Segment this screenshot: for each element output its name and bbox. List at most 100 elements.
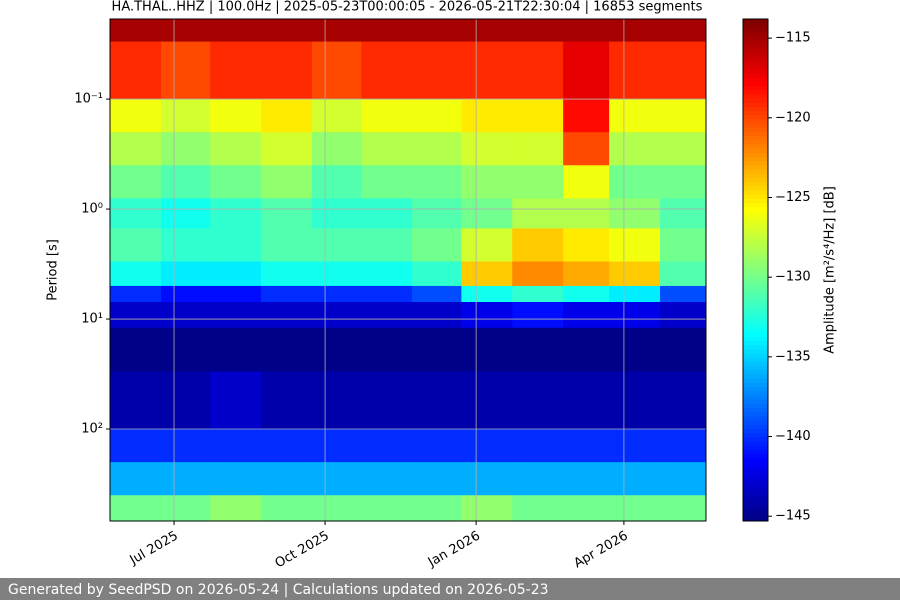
x-tick-label: Oct 2025 xyxy=(273,529,332,572)
heatmap-cell xyxy=(563,302,610,329)
heatmap-cell xyxy=(412,228,462,263)
colorbar-segment xyxy=(743,341,768,346)
colorbar-segment xyxy=(743,169,768,175)
colorbar-segment xyxy=(743,123,768,129)
colorbar-segment xyxy=(743,316,768,321)
heatmap-cell xyxy=(412,302,462,329)
colorbar-segment xyxy=(743,487,768,493)
heatmap-cell xyxy=(563,198,610,229)
heatmap-cell xyxy=(311,429,362,463)
colorbar-segment xyxy=(743,449,768,455)
heatmap-cell xyxy=(210,371,262,430)
colorbar-segment xyxy=(743,106,768,112)
heatmap-cell xyxy=(160,462,211,496)
colorbar-segment xyxy=(743,286,768,292)
heatmap-cell xyxy=(660,99,707,133)
colorbar-segment xyxy=(743,148,768,154)
heatmap-cell xyxy=(160,41,211,100)
heatmap-cell xyxy=(512,429,564,463)
x-tick-label: Apr 2026 xyxy=(571,529,630,572)
heatmap-cell xyxy=(261,165,313,199)
heatmap-cell xyxy=(361,285,413,303)
heatmap-cell xyxy=(261,19,313,43)
colorbar-segment xyxy=(743,111,768,116)
heatmap-cell xyxy=(261,99,313,133)
heatmap-cell xyxy=(512,261,564,287)
heatmap-cell xyxy=(660,327,707,373)
heatmap-cell xyxy=(563,495,610,522)
heatmap-cell xyxy=(660,302,707,329)
heatmap-cell xyxy=(563,165,610,199)
heatmap-cell xyxy=(160,302,211,329)
colorbar-segment xyxy=(743,470,768,476)
colorbar-segment xyxy=(743,391,768,396)
heatmap-cell xyxy=(609,327,661,373)
heatmap-cell xyxy=(461,41,513,100)
colorbar-segment xyxy=(743,85,768,91)
heatmap-cell xyxy=(261,327,313,373)
heatmap-cell xyxy=(563,41,610,100)
heatmap-cell xyxy=(110,495,162,522)
colorbar-segment xyxy=(743,194,768,200)
colorbar-segment xyxy=(743,115,768,120)
heatmap-cell xyxy=(160,261,211,287)
colorbar-segment xyxy=(743,52,768,58)
colorbar-segment xyxy=(743,240,768,246)
heatmap-cell xyxy=(311,132,362,166)
heatmap-cell xyxy=(160,198,211,229)
heatmap-cell xyxy=(609,99,661,133)
y-tick-label: 10⁰ xyxy=(81,202,103,217)
heatmap-cell xyxy=(110,429,162,463)
colorbar-segment xyxy=(743,77,768,83)
colorbar-segment xyxy=(743,127,768,133)
colorbar-segment xyxy=(743,437,768,443)
heatmap-cell xyxy=(461,132,513,166)
heatmap-cell xyxy=(512,132,564,166)
heatmap-cell xyxy=(660,132,707,166)
heatmap-cell xyxy=(412,198,462,229)
heatmap-cell xyxy=(210,228,262,263)
heatmap-cell xyxy=(563,327,610,373)
colorbar-segment xyxy=(743,253,768,258)
heatmap-cell xyxy=(110,261,162,287)
heatmap-cell xyxy=(160,495,211,522)
colorbar-segment xyxy=(743,35,768,41)
heatmap-cell xyxy=(412,429,462,463)
colorbar-segment xyxy=(743,428,768,434)
colorbar-segment xyxy=(743,152,768,158)
colorbar-segment xyxy=(743,278,768,284)
colorbar-segment xyxy=(743,236,768,242)
x-tick-label: Jan 2026 xyxy=(425,529,483,571)
heatmap-cell xyxy=(110,371,162,430)
colorbar-segment xyxy=(743,303,768,309)
heatmap-cell xyxy=(110,302,162,329)
heatmap-cell xyxy=(563,228,610,263)
colorbar-tick-label: −135 xyxy=(775,349,811,364)
colorbar-segment xyxy=(743,244,768,250)
heatmap-cell xyxy=(512,228,564,263)
heatmap-cell xyxy=(412,132,462,166)
colorbar-segment xyxy=(743,474,768,480)
colorbar-segment xyxy=(743,320,768,325)
heatmap-cell xyxy=(361,198,413,229)
heatmap-cell xyxy=(311,228,362,263)
heatmap-cell xyxy=(609,261,661,287)
heatmap-cell xyxy=(609,228,661,263)
colorbar-segment xyxy=(743,31,768,37)
colorbar-segment xyxy=(743,357,768,363)
colorbar-segment xyxy=(743,94,768,99)
heatmap-cell xyxy=(261,429,313,463)
colorbar-segment xyxy=(743,90,768,95)
colorbar-segment xyxy=(743,382,768,388)
colorbar-segment xyxy=(743,48,768,53)
colorbar-segment xyxy=(743,102,768,108)
heatmap-cell xyxy=(609,371,661,430)
heatmap-cell xyxy=(110,228,162,263)
colorbar-segment xyxy=(743,23,768,28)
colorbar-segment xyxy=(743,136,768,141)
heatmap-cell xyxy=(461,495,513,522)
colorbar-segment xyxy=(743,81,768,87)
colorbar-segment xyxy=(743,483,768,489)
heatmap-cell xyxy=(261,495,313,522)
heatmap-cell xyxy=(261,285,313,303)
